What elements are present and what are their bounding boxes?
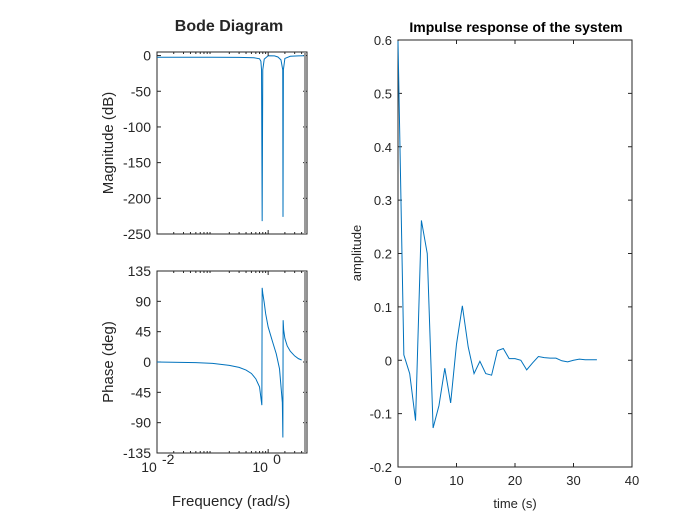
magnitude-ytick-label: 0 [143,48,151,64]
magnitude-ytick-label: -150 [123,155,151,171]
impulse-ytick-label: 0.3 [374,193,392,208]
impulse-xtick-label: 0 [394,473,401,488]
impulse-ytick-label: 0.4 [374,140,392,155]
magnitude-y-ticks: 0 -50 -100 -150 -200 -250 [123,48,307,242]
bode-x-ticks: 10 -2 10 0 [141,52,308,475]
bode-xtick-base: 10 [141,459,157,475]
bode-xtick-exponent: -2 [162,451,175,467]
bode-title: Bode Diagram [175,18,283,35]
impulse-ytick-label: -0.1 [370,407,392,422]
phase-ylabel: Phase (deg) [100,321,117,403]
bode-xtick-label: 10 -2 [141,451,174,475]
impulse-xtick-label: 20 [508,473,522,488]
phase-ytick-label: -135 [123,445,151,461]
impulse-title: Impulse response of the system [409,19,622,35]
magnitude-ytick-label: -200 [123,190,151,206]
impulse-xtick-label: 30 [566,473,580,488]
bode-xtick-label: 10 0 [252,451,281,475]
phase-series-line [156,287,302,438]
impulse-ytick-label: -0.2 [370,460,392,475]
impulse-xtick-label: 10 [449,473,463,488]
impulse-axes [397,39,633,468]
impulse-ytick-label: 0.2 [374,247,392,262]
impulse-xtick-label: 40 [625,473,639,488]
magnitude-ytick-label: -50 [131,83,151,99]
magnitude-ytick-label: -250 [123,226,151,242]
impulse-xlabel: time (s) [493,496,536,511]
impulse-ylabel: amplitude [349,225,364,281]
impulse-ytick-label: 0.1 [374,300,392,315]
magnitude-ylabel: Magnitude (dB) [100,92,117,195]
impulse-series-line [397,41,597,429]
magnitude-axes [156,51,308,235]
magnitude-ytick-label: -100 [123,119,151,135]
impulse-ytick-label: 0 [385,353,392,368]
bode-xlabel: Frequency (rad/s) [172,493,290,510]
phase-y-ticks: 135 90 45 0 -45 -90 -135 [123,263,307,461]
phase-ytick-label: -45 [131,384,151,400]
bode-xtick-exponent: 0 [273,451,281,467]
impulse-ytick-label: 0.6 [374,33,392,48]
impulse-ytick-label: 0.5 [374,86,392,101]
phase-ytick-label: 90 [135,293,151,309]
bode-xtick-base: 10 [252,459,268,475]
phase-ytick-label: -90 [131,415,151,431]
phase-ytick-label: 45 [135,324,151,340]
phase-ytick-label: 135 [128,263,152,279]
phase-ytick-label: 0 [143,354,151,370]
